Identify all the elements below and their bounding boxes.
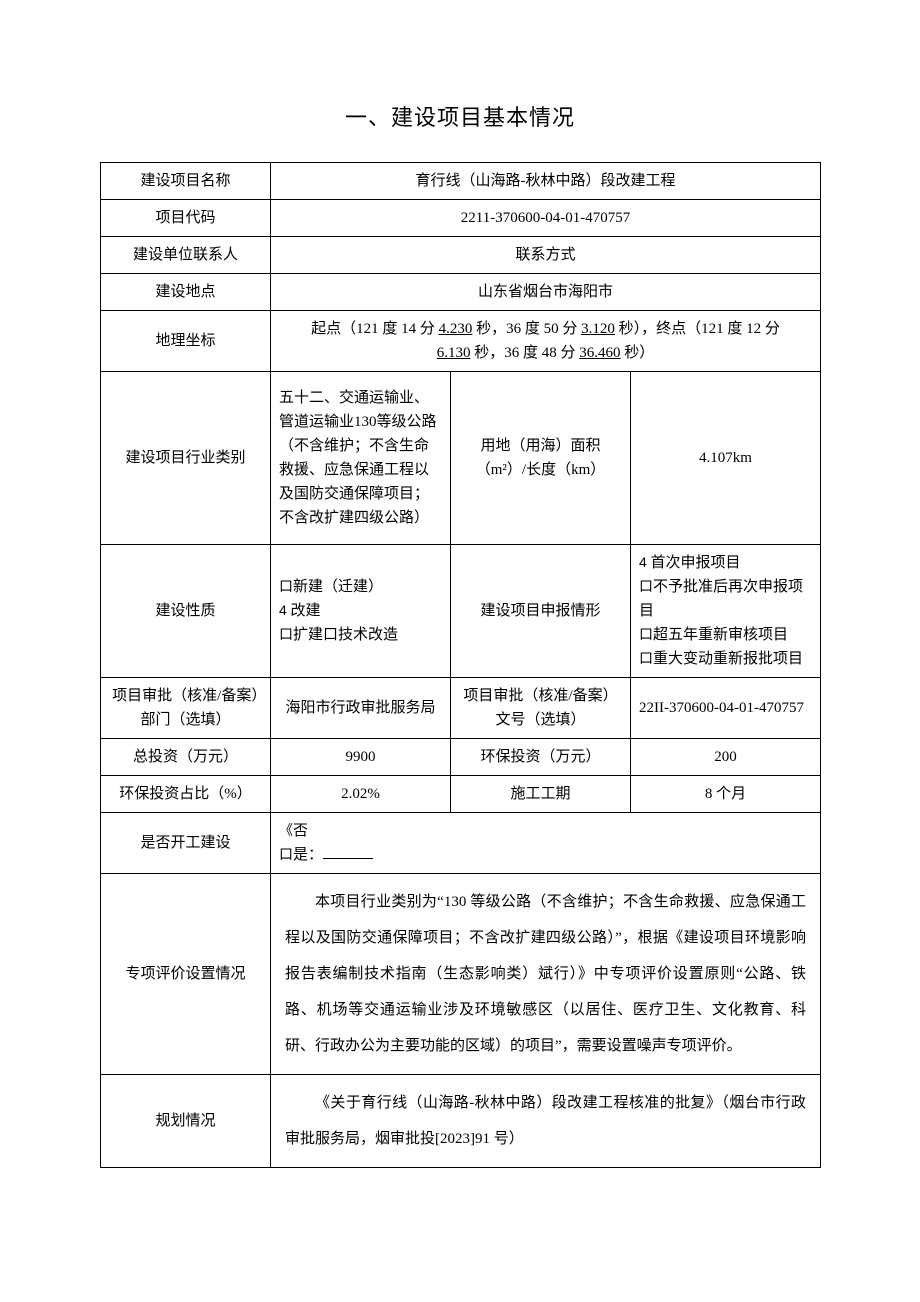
- value-period: 8 个月: [631, 776, 821, 813]
- option-text: 首次申报项目: [651, 555, 741, 571]
- checkbox-unchecked-icon: 口: [639, 575, 653, 597]
- value-coord: 起点（121 度 14 分 4.230 秒，36 度 50 分 3.120 秒）…: [271, 311, 821, 372]
- option-text: 扩建口技术改造: [293, 627, 398, 643]
- value-nature: 口新建（迁建） 4 改建 口扩建口技术改造: [271, 545, 451, 678]
- blank-line: [323, 858, 373, 859]
- label-contact: 建设单位联系人: [101, 237, 271, 274]
- label-industry: 建设项目行业类别: [101, 372, 271, 545]
- coord-underline: 4.230: [439, 321, 473, 337]
- coord-text: 起点（121 度 14 分: [311, 321, 439, 337]
- coord-underline: 6.130: [437, 345, 471, 361]
- coord-text: 秒）: [621, 345, 655, 361]
- paragraph: 本项目行业类别为“130 等级公路（不含维护；不含生命救援、应急保通工程以及国防…: [285, 884, 806, 1064]
- option-text: 否: [293, 823, 308, 839]
- table-row: 总投资（万元） 9900 环保投资（万元） 200: [101, 739, 821, 776]
- checkbox-unchecked-icon: 口: [279, 575, 293, 597]
- checkbox-unchecked-icon: 口: [639, 623, 653, 645]
- label-started: 是否开工建设: [101, 813, 271, 874]
- section-title: 一、建设项目基本情况: [100, 100, 820, 132]
- value-special-eval: 本项目行业类别为“130 等级公路（不含维护；不含生命救援、应急保通工程以及国防…: [271, 874, 821, 1075]
- option-text: 重大变动重新报批项目: [653, 651, 803, 667]
- option-text: 超五年重新审核项目: [653, 627, 788, 643]
- table-row: 环保投资占比（%） 2.02% 施工工期 8 个月: [101, 776, 821, 813]
- checkbox-checked-icon: 《: [279, 819, 293, 841]
- table-row: 建设性质 口新建（迁建） 4 改建 口扩建口技术改造 建设项目申报情形 4 首次…: [101, 545, 821, 678]
- value-env-ratio: 2.02%: [271, 776, 451, 813]
- label-env-ratio: 环保投资占比（%）: [101, 776, 271, 813]
- value-area: 4.107km: [631, 372, 821, 545]
- coord-underline: 3.120: [581, 321, 615, 337]
- value-project-code: 2211-370600-04-01-470757: [271, 200, 821, 237]
- coord-text: 秒，36 度 48 分: [470, 345, 579, 361]
- label-contact-method: 联系方式: [271, 237, 821, 274]
- table-row: 是否开工建设 《否 口是：: [101, 813, 821, 874]
- paragraph: 《关于育行线（山海路-秋林中路）段改建工程核准的批复》（烟台市行政审批服务局，烟…: [285, 1085, 806, 1157]
- checkbox-unchecked-icon: 口: [279, 843, 293, 865]
- coord-text: 秒，36 度 50 分: [472, 321, 581, 337]
- checkbox-unchecked-icon: 口: [279, 623, 293, 645]
- label-area: 用地（用海）面积（m²）/长度（km）: [451, 372, 631, 545]
- label-project-name: 建设项目名称: [101, 163, 271, 200]
- label-project-code: 项目代码: [101, 200, 271, 237]
- table-row: 项目审批（核准/备案）部门（选填） 海阳市行政审批服务局 项目审批（核准/备案）…: [101, 678, 821, 739]
- table-row: 建设单位联系人 联系方式: [101, 237, 821, 274]
- checkbox-checked-icon: 4: [639, 551, 647, 573]
- table-row: 建设项目名称 育行线（山海路-秋林中路）段改建工程: [101, 163, 821, 200]
- value-total-invest: 9900: [271, 739, 451, 776]
- table-row: 建设项目行业类别 五十二、交通运输业、管道运输业130等级公路（不含维护；不含生…: [101, 372, 821, 545]
- coord-text: 秒），终点（121 度 12 分: [615, 321, 780, 337]
- table-row: 地理坐标 起点（121 度 14 分 4.230 秒，36 度 50 分 3.1…: [101, 311, 821, 372]
- value-plan: 《关于育行线（山海路-秋林中路）段改建工程核准的批复》（烟台市行政审批服务局，烟…: [271, 1075, 821, 1168]
- value-address: 山东省烟台市海阳市: [271, 274, 821, 311]
- value-started: 《否 口是：: [271, 813, 821, 874]
- option-text: 新建（迁建）: [293, 579, 383, 595]
- label-address: 建设地点: [101, 274, 271, 311]
- option-text: 不予批准后再次申报项目: [639, 579, 803, 619]
- value-approve-dept: 海阳市行政审批服务局: [271, 678, 451, 739]
- value-project-name: 育行线（山海路-秋林中路）段改建工程: [271, 163, 821, 200]
- table-row: 项目代码 2211-370600-04-01-470757: [101, 200, 821, 237]
- label-env-invest: 环保投资（万元）: [451, 739, 631, 776]
- option-text: 是：: [293, 847, 323, 863]
- label-report-type: 建设项目申报情形: [451, 545, 631, 678]
- value-approve-no: 22II-370600-04-01-470757: [631, 678, 821, 739]
- table-row: 专项评价设置情况 本项目行业类别为“130 等级公路（不含维护；不含生命救援、应…: [101, 874, 821, 1075]
- label-approve-no: 项目审批（核准/备案）文号（选填）: [451, 678, 631, 739]
- label-special-eval: 专项评价设置情况: [101, 874, 271, 1075]
- checkbox-checked-icon: 4: [279, 599, 287, 621]
- value-env-invest: 200: [631, 739, 821, 776]
- label-period: 施工工期: [451, 776, 631, 813]
- option-text: 改建: [291, 603, 321, 619]
- checkbox-unchecked-icon: 口: [639, 647, 653, 669]
- table-row: 规划情况 《关于育行线（山海路-秋林中路）段改建工程核准的批复》（烟台市行政审批…: [101, 1075, 821, 1168]
- coord-underline: 36.460: [579, 345, 620, 361]
- label-coord: 地理坐标: [101, 311, 271, 372]
- label-approve-dept: 项目审批（核准/备案）部门（选填）: [101, 678, 271, 739]
- label-nature: 建设性质: [101, 545, 271, 678]
- label-plan: 规划情况: [101, 1075, 271, 1168]
- value-report-type: 4 首次申报项目 口不予批准后再次申报项目 口超五年重新审核项目 口重大变动重新…: [631, 545, 821, 678]
- table-row: 建设地点 山东省烟台市海阳市: [101, 274, 821, 311]
- label-total-invest: 总投资（万元）: [101, 739, 271, 776]
- project-info-table: 建设项目名称 育行线（山海路-秋林中路）段改建工程 项目代码 2211-3706…: [100, 162, 821, 1168]
- value-industry: 五十二、交通运输业、管道运输业130等级公路（不含维护；不含生命救援、应急保通工…: [271, 372, 451, 545]
